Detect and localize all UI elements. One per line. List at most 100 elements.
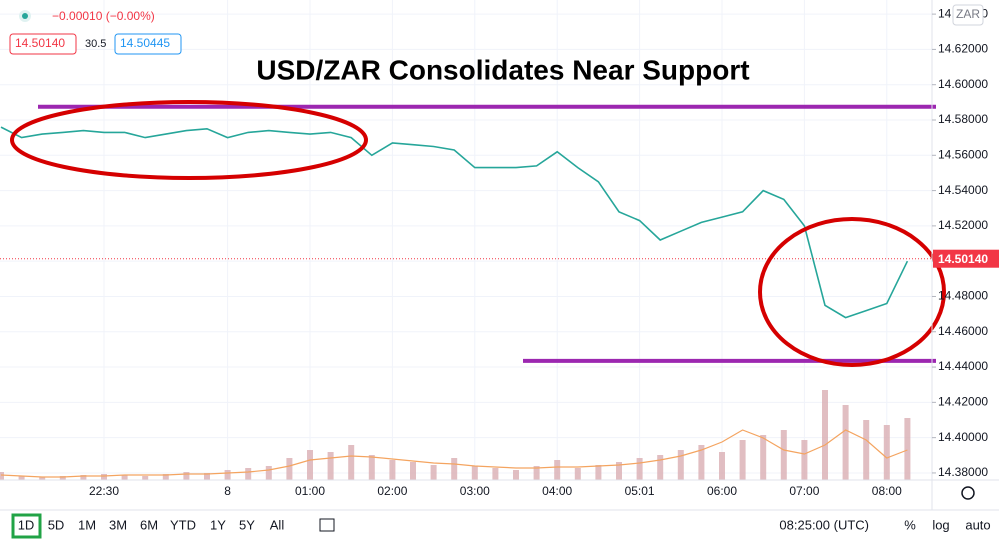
x-axis: 22:30 8 01:00 02:00 03:00 04:00 05:01 06:00 07:0… — [89, 484, 902, 498]
volume-bar — [204, 473, 210, 480]
currency-box — [952, 4, 984, 26]
volume-bar — [265, 466, 272, 480]
scale-button[interactable]: auto — [965, 517, 990, 532]
scale-button[interactable]: log — [932, 517, 949, 532]
change: −0.00010 (−0.00%) — [52, 9, 155, 23]
volume-bar — [842, 405, 849, 480]
volume-bar — [739, 440, 746, 480]
range-button[interactable]: 1M — [78, 517, 96, 532]
price-line — [0, 126, 909, 319]
volume-bar — [492, 468, 499, 480]
volume-bar — [883, 425, 890, 480]
ask-box[interactable] — [114, 33, 182, 55]
y-tick-label: 14.52000 — [938, 218, 988, 232]
volume-bar — [451, 458, 458, 480]
scale-button[interactable]: % — [904, 517, 916, 532]
volume-bar — [760, 435, 767, 480]
x-tick-label: 08:00 — [872, 484, 902, 498]
range-button[interactable]: 6M — [140, 517, 158, 532]
bid[interactable]: 14.50140 — [15, 36, 65, 50]
volume-bar — [0, 472, 4, 480]
y-tick-label: 14.56000 — [938, 147, 988, 161]
y-tick-label: 14.58000 — [938, 112, 988, 126]
date-range-icon[interactable] — [319, 518, 335, 532]
plot — [0, 104, 936, 480]
volume-bar — [698, 445, 705, 480]
x-tick-label: 05:01 — [625, 484, 655, 498]
volume-bar — [513, 470, 519, 480]
y-tick-label: 14.62000 — [938, 42, 988, 56]
toolbar: 1D 5D 1M 3M 6M YTD 1Y 5Y All% log auto — [11, 513, 991, 539]
x-tick-label: 22:30 — [89, 484, 119, 498]
range-selected[interactable] — [11, 513, 42, 539]
x-tick-label: 07:00 — [789, 484, 819, 498]
volume-bar — [18, 476, 25, 480]
volume-bar — [121, 475, 128, 480]
volume-bar — [39, 477, 46, 480]
volume-bar — [822, 390, 828, 480]
grid — [0, 0, 932, 480]
volume-bar — [162, 474, 169, 480]
highlight-ellipse — [10, 100, 368, 180]
volume-bar — [142, 476, 149, 480]
spread: 30.5 — [85, 38, 106, 50]
volume-bar — [245, 468, 252, 480]
y-tick-label: 14.60000 — [938, 77, 988, 91]
volume-bar — [183, 472, 190, 480]
volume-bar — [801, 440, 808, 480]
clock: 08:25:00 (UTC) — [779, 517, 869, 532]
volume-bar — [348, 445, 355, 480]
volume-bar — [595, 465, 602, 480]
highlight-ellipse — [758, 217, 946, 367]
last-price-label: 14.50140 — [938, 252, 988, 266]
volume-bar — [80, 475, 87, 480]
status-dot — [22, 13, 28, 19]
x-tick-label: 8 — [224, 484, 231, 498]
last-price-box — [933, 249, 999, 268]
y-tick-label: 14.40000 — [938, 430, 988, 444]
x-tick-label: 02:00 — [377, 484, 407, 498]
range-button[interactable]: 1D — [18, 517, 35, 532]
volume-bar — [430, 465, 437, 480]
range-button[interactable]: 3M — [109, 517, 127, 532]
range-button[interactable]: YTD — [170, 517, 196, 532]
volume-bar — [286, 458, 293, 480]
volume-bar — [101, 474, 107, 480]
bid-box[interactable] — [9, 33, 77, 55]
volume-bar — [59, 476, 66, 480]
volume-bar — [327, 452, 334, 480]
y-tick-label: 14.44000 — [938, 359, 988, 373]
currency: ZAR — [956, 7, 980, 21]
volume-bar — [554, 460, 561, 480]
volume-bar — [307, 450, 313, 480]
y-tick-label: 14.48000 — [938, 289, 988, 303]
volume-bar — [533, 466, 540, 480]
volume-bar — [471, 466, 478, 480]
volume-bar — [904, 418, 911, 480]
range-button[interactable]: 1Y — [210, 517, 226, 532]
volume-bar — [574, 468, 581, 480]
volume-bar — [389, 460, 396, 480]
y-tick-label: 14.42000 — [938, 395, 988, 409]
x-tick-label: 06:00 — [707, 484, 737, 498]
y-axis: 14.38000 14.40000 14.42000 14.44000 14.46000… — [932, 6, 999, 479]
chart-title: USD/ZAR Consolidates Near Support — [256, 54, 749, 85]
volume-bar — [780, 430, 787, 480]
ask[interactable]: 14.50445 — [120, 36, 170, 50]
settings-icon[interactable] — [961, 486, 975, 500]
volume-bar — [616, 462, 622, 480]
range-button[interactable]: 5D — [48, 517, 65, 532]
range-button[interactable]: 5Y — [239, 517, 255, 532]
volume-bar — [410, 462, 416, 480]
volume-ma-line — [0, 429, 908, 478]
x-tick-label: 01:00 — [295, 484, 325, 498]
y-tick-label: 14.54000 — [938, 183, 988, 197]
y-tick-label: 14.46000 — [938, 324, 988, 338]
x-tick-label: 04:00 — [542, 484, 572, 498]
y-tick-label: 14.38000 — [938, 465, 988, 479]
x-tick-label: 03:00 — [460, 484, 490, 498]
range-button[interactable]: All — [270, 517, 285, 532]
volume-bar — [657, 455, 664, 480]
